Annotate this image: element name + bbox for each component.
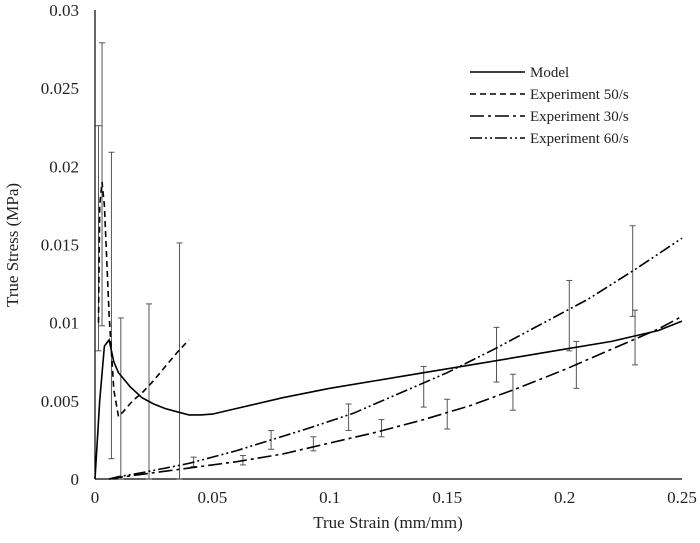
error-bar	[493, 326, 500, 383]
x-tick-label: 0.25	[667, 488, 697, 507]
series-lines	[94, 181, 683, 480]
y-tick-label: 0.01	[49, 314, 79, 333]
series-line-0	[94, 320, 683, 480]
error-bar	[95, 125, 102, 352]
y-tick-labels: 0 0.005 0.01 0.015 0.02 0.025 0.03	[41, 1, 79, 489]
error-bar	[176, 242, 183, 480]
error-bar	[629, 225, 636, 317]
legend-label: Experiment 60/s	[530, 131, 629, 147]
x-tick-label: 0.2	[554, 488, 575, 507]
legend: Model Experiment 50/s Experiment 30/s Exper…	[470, 65, 629, 147]
y-tick-label: 0.03	[49, 1, 79, 20]
error-bar	[632, 309, 639, 366]
y-axis-title: True Stress (MPa)	[3, 183, 22, 307]
legend-label: Experiment 30/s	[530, 109, 629, 125]
axes	[94, 10, 682, 480]
error-bar	[146, 303, 153, 480]
y-tick-label: 0.015	[41, 236, 79, 255]
legend-label: Model	[530, 65, 569, 81]
series-line-3	[108, 237, 683, 480]
series-line-2	[108, 315, 683, 480]
error-bar	[117, 317, 124, 480]
error-bar	[509, 373, 516, 411]
x-tick-labels: 0 0.05 0.1 0.15 0.2 0.25	[91, 488, 697, 507]
series-line-1	[97, 181, 190, 419]
error-bar	[444, 398, 451, 430]
y-tick-label: 0.025	[41, 79, 79, 98]
error-bar	[310, 436, 317, 452]
y-tick-label: 0	[71, 470, 80, 489]
x-tick-label: 0.05	[198, 488, 228, 507]
error-bar	[108, 151, 115, 460]
legend-label: Experiment 50/s	[530, 87, 629, 103]
error-bar	[566, 279, 573, 352]
x-axis-title: True Strain (mm/mm)	[313, 513, 463, 532]
y-tick-label: 0.02	[49, 157, 79, 176]
error-bar	[378, 419, 385, 438]
y-tick-label: 0.005	[41, 392, 79, 411]
x-tick-label: 0	[91, 488, 100, 507]
error-bar	[345, 403, 352, 432]
x-tick-label: 0.15	[432, 488, 462, 507]
x-tick-label: 0.1	[319, 488, 340, 507]
